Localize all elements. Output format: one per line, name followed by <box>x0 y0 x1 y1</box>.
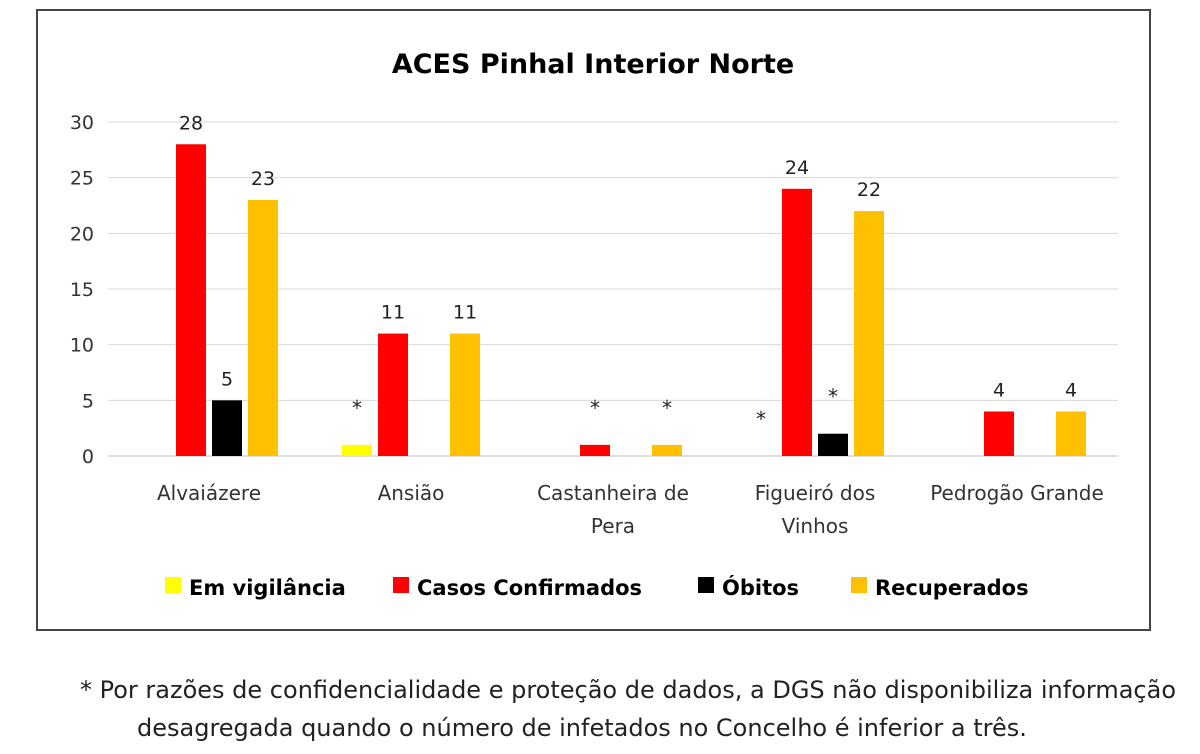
legend-swatch <box>393 577 409 593</box>
y-tick-label: 10 <box>70 335 94 357</box>
bar <box>176 144 206 456</box>
x-category-label: Pedrogão Grande <box>930 481 1104 505</box>
chart-title: ACES Pinhal Interior Norte <box>392 49 794 80</box>
bar <box>342 444 372 456</box>
bar <box>212 400 242 456</box>
bar <box>984 411 1014 456</box>
data-label: * <box>352 396 362 420</box>
legend-swatch <box>165 577 181 593</box>
x-category-label: Vinhos <box>782 514 849 538</box>
x-category-label: Pera <box>591 514 635 538</box>
legend-label: Recuperados <box>875 576 1029 600</box>
data-label: 24 <box>785 157 809 179</box>
legend-label: Casos Confirmados <box>417 576 642 600</box>
data-label: 28 <box>179 112 203 134</box>
bar <box>652 444 682 456</box>
x-category-label: Figueiró dos <box>755 481 876 505</box>
bar <box>854 211 884 456</box>
chart-frame: ACES Pinhal Interior Norte 0 5 10 15 20 25 30 … <box>36 9 1151 631</box>
bar-chart: ACES Pinhal Interior Norte 051015202530 … <box>70 49 1118 600</box>
y-tick-label: 0 <box>82 446 94 468</box>
bar <box>782 188 812 457</box>
footnote-line-2: desagregada quando o número de infetados… <box>137 714 1027 742</box>
footnote-line-1: * Por razões de confidencialidade e prot… <box>80 676 1177 704</box>
legend-label: Óbitos <box>722 575 799 600</box>
bar <box>818 433 848 456</box>
data-label: 23 <box>251 168 275 190</box>
data-label: 4 <box>1065 379 1077 401</box>
y-tick-label: 30 <box>70 112 94 134</box>
x-category-label: Castanheira de <box>537 481 689 505</box>
data-label: 4 <box>993 379 1005 401</box>
bar <box>580 444 610 456</box>
legend-label: Em vigilância <box>189 576 346 600</box>
x-category-label: Alvaiázere <box>157 481 261 505</box>
data-label: * <box>590 396 600 420</box>
data-label: * <box>662 396 672 420</box>
data-label: 22 <box>857 179 881 201</box>
y-tick-label: 25 <box>70 168 94 190</box>
y-tick-label: 15 <box>70 279 94 301</box>
data-label: 11 <box>453 302 477 324</box>
data-label: 5 <box>221 368 233 390</box>
data-label: * <box>756 407 766 431</box>
data-label: 11 <box>381 302 405 324</box>
bar <box>248 199 278 456</box>
bar <box>450 333 480 456</box>
y-tick-label: 20 <box>70 223 94 245</box>
y-tick-label: 5 <box>82 390 94 412</box>
bar <box>1056 411 1086 456</box>
bar <box>378 333 408 456</box>
legend-swatch <box>851 577 867 593</box>
data-label: * <box>828 385 838 409</box>
x-category-label: Ansião <box>378 481 445 505</box>
legend-swatch <box>698 577 714 593</box>
